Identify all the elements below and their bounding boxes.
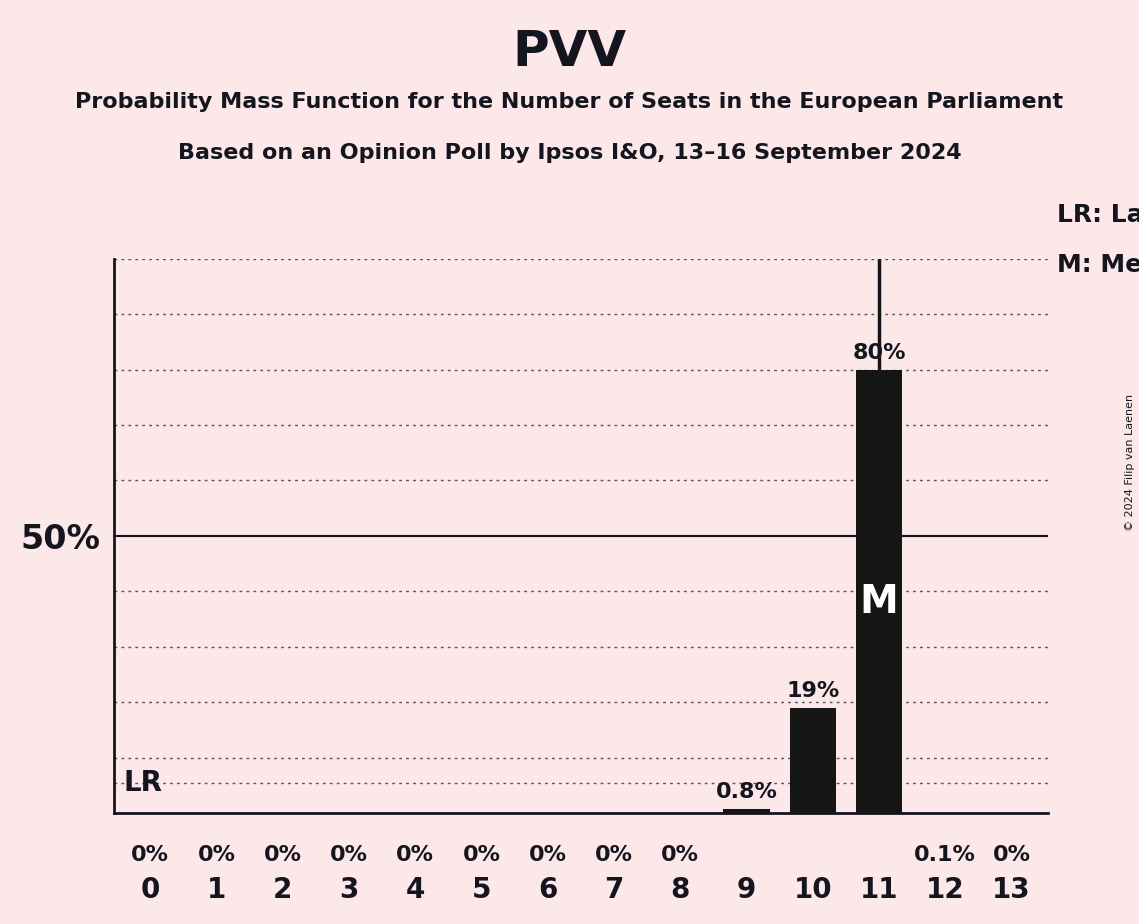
Text: 0%: 0% (131, 845, 170, 865)
Text: LR: Last Result: LR: Last Result (1057, 203, 1139, 227)
Text: 0%: 0% (330, 845, 368, 865)
Text: 19%: 19% (786, 681, 839, 701)
Text: 0.1%: 0.1% (915, 845, 976, 865)
Text: 0%: 0% (462, 845, 500, 865)
Text: 0%: 0% (396, 845, 434, 865)
Text: Probability Mass Function for the Number of Seats in the European Parliament: Probability Mass Function for the Number… (75, 92, 1064, 113)
Text: 0%: 0% (662, 845, 699, 865)
Bar (855, 370, 902, 813)
Text: 80%: 80% (852, 343, 906, 363)
Text: 0.8%: 0.8% (715, 782, 778, 802)
Text: 0%: 0% (197, 845, 236, 865)
Bar (789, 708, 836, 813)
Text: 0%: 0% (528, 845, 567, 865)
Text: 0%: 0% (595, 845, 633, 865)
Text: Based on an Opinion Poll by Ipsos I&O, 13–16 September 2024: Based on an Opinion Poll by Ipsos I&O, 1… (178, 143, 961, 164)
Text: PVV: PVV (513, 28, 626, 76)
Text: 0%: 0% (264, 845, 302, 865)
Text: LR: LR (124, 769, 163, 796)
Bar (723, 808, 770, 813)
Text: © 2024 Filip van Laenen: © 2024 Filip van Laenen (1125, 394, 1134, 530)
Text: M: Median: M: Median (1057, 253, 1139, 277)
Text: 0%: 0% (992, 845, 1031, 865)
Text: M: M (860, 583, 899, 622)
